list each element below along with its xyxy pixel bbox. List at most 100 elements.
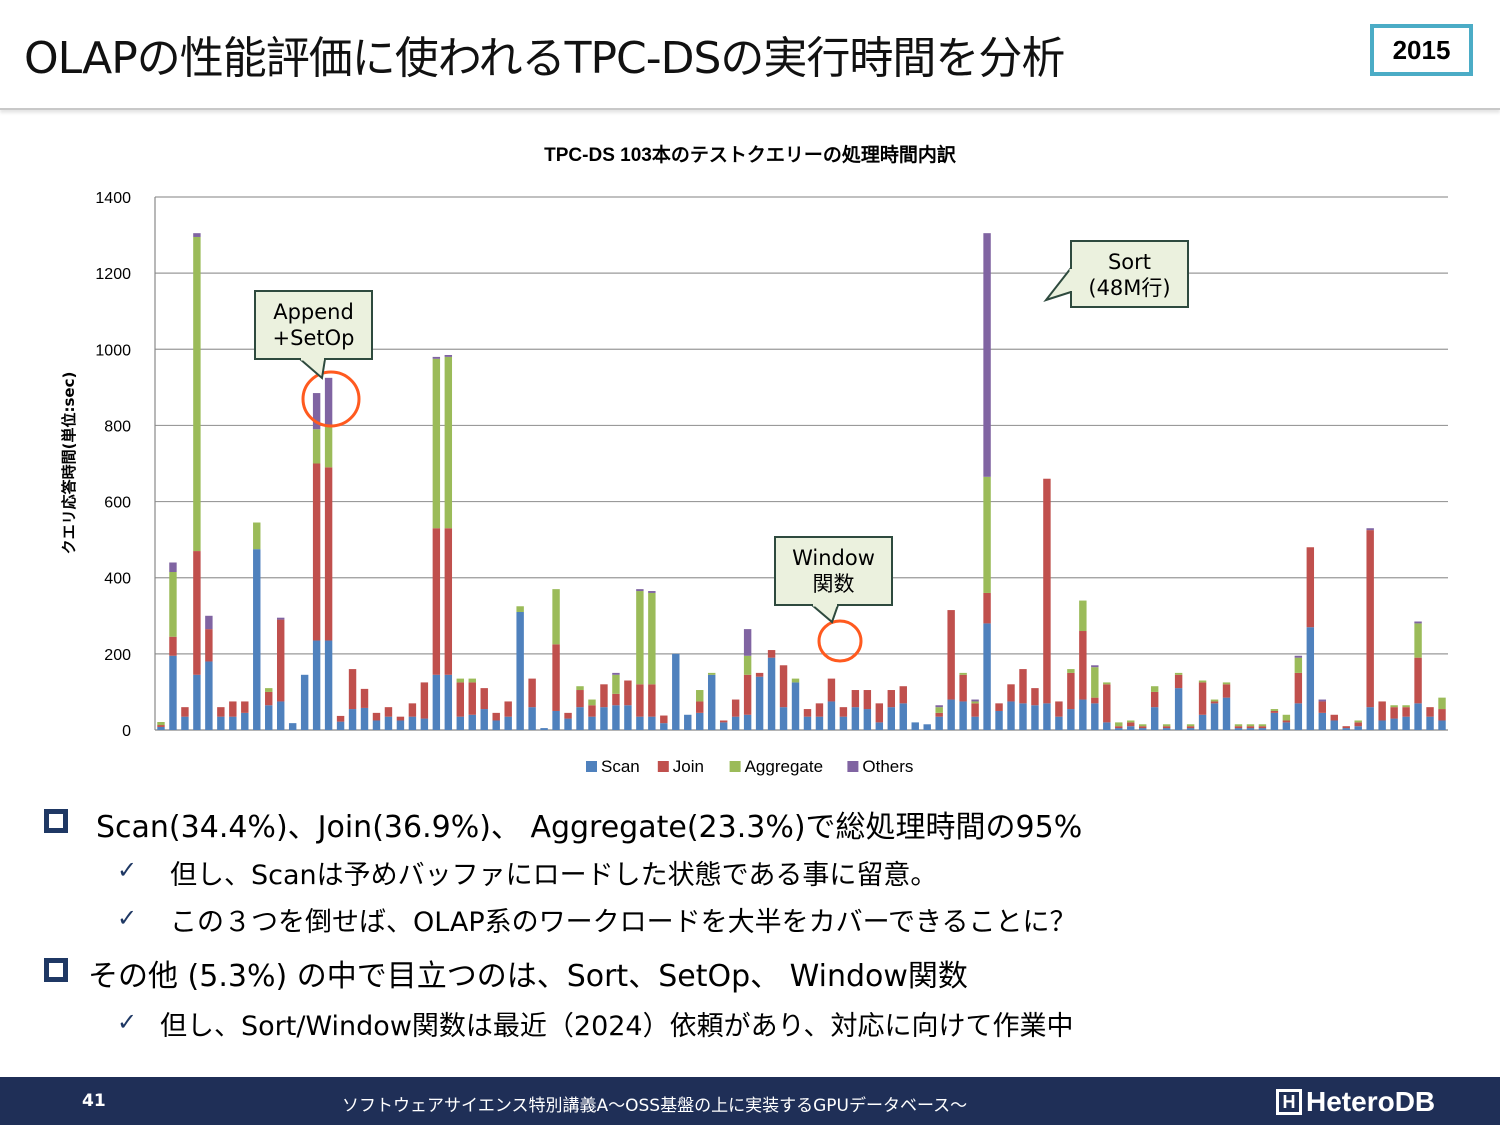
y-tick-label: 1000 xyxy=(95,342,131,359)
bar-aggregate-15 xyxy=(324,425,333,468)
bar-scan-7 xyxy=(229,716,237,730)
bar-scan-36 xyxy=(576,707,584,730)
bar-aggregate-106 xyxy=(1414,623,1422,658)
bar-scan-47 xyxy=(707,674,716,730)
bar-scan-69 xyxy=(971,716,979,730)
slide-header: OLAPの性能評価に使われるTPC-DSの実行時間を分析 2015 xyxy=(0,0,1500,110)
bar-aggregate-101 xyxy=(1354,720,1362,723)
bar-join-77 xyxy=(1067,672,1075,710)
bar-join-101 xyxy=(1354,722,1362,727)
heterodb-logo: H HeteroDB xyxy=(1276,1086,1435,1118)
bar-scan-108 xyxy=(1438,720,1446,730)
bar-join-1 xyxy=(157,725,165,727)
bar-scan-66 xyxy=(935,716,943,730)
bar-scan-41 xyxy=(636,716,644,730)
callout-box xyxy=(1070,240,1189,308)
legend-swatch-join xyxy=(657,761,669,772)
bar-aggregate-94 xyxy=(1270,709,1279,711)
year-badge: 2015 xyxy=(1370,24,1473,76)
bar-scan-28 xyxy=(480,709,488,730)
callout-label: Window 関数 xyxy=(792,546,875,596)
bar-others-39 xyxy=(612,672,620,675)
callout-pointer xyxy=(809,604,840,624)
bar-aggregate-108 xyxy=(1438,697,1446,710)
bar-join-50 xyxy=(743,674,752,715)
bar-scan-21 xyxy=(396,720,405,730)
bar-join-58 xyxy=(839,707,848,717)
bar-join-25 xyxy=(444,528,453,675)
bar-scan-54 xyxy=(791,682,800,730)
bar-others-79 xyxy=(1091,665,1099,668)
bar-join-92 xyxy=(1246,726,1255,729)
bar-scan-74 xyxy=(1031,705,1039,730)
bar-join-106 xyxy=(1414,657,1422,704)
bar-join-63 xyxy=(899,686,907,704)
bar-join-34 xyxy=(552,644,560,711)
bar-others-24 xyxy=(432,356,441,359)
bar-join-30 xyxy=(504,701,512,717)
logo-mark-icon: H xyxy=(1276,1089,1302,1115)
bar-join-28 xyxy=(480,688,488,710)
legend-label: Scan xyxy=(601,757,640,776)
bar-aggregate-70 xyxy=(983,476,991,593)
bar-aggregate-25 xyxy=(444,356,453,529)
bar-aggregate-104 xyxy=(1390,705,1398,708)
bar-scan-14 xyxy=(312,640,321,730)
bar-join-86 xyxy=(1174,674,1183,689)
bar-scan-20 xyxy=(384,716,393,730)
bar-aggregate-54 xyxy=(791,678,800,683)
bar-join-59 xyxy=(851,690,860,708)
bar-join-89 xyxy=(1210,701,1219,704)
bar-join-48 xyxy=(719,720,728,723)
bar-scan-63 xyxy=(899,703,907,730)
bar-join-98 xyxy=(1318,701,1327,713)
bar-join-42 xyxy=(648,684,656,717)
bar-scan-23 xyxy=(420,718,429,730)
bar-aggregate-79 xyxy=(1091,667,1099,698)
bar-aggregate-27 xyxy=(468,678,476,683)
bar-aggregate-36 xyxy=(576,686,584,691)
bar-join-53 xyxy=(779,665,788,708)
bar-others-14 xyxy=(312,393,321,430)
legend-label: Aggregate xyxy=(745,757,823,776)
bar-scan-12 xyxy=(288,723,297,730)
bar-scan-75 xyxy=(1043,703,1051,730)
bar-scan-90 xyxy=(1222,697,1231,730)
bar-scan-96 xyxy=(1294,703,1303,730)
bar-aggregate-86 xyxy=(1174,672,1183,675)
bar-join-67 xyxy=(947,610,955,700)
bar-join-102 xyxy=(1366,530,1374,708)
bar-scan-26 xyxy=(456,716,465,730)
bar-scan-44 xyxy=(672,653,680,730)
bar-aggregate-81 xyxy=(1115,722,1123,727)
bar-scan-29 xyxy=(492,720,500,730)
bar-scan-89 xyxy=(1210,703,1219,730)
bar-scan-13 xyxy=(300,674,309,730)
bar-aggregate-93 xyxy=(1258,724,1267,727)
bar-scan-85 xyxy=(1162,728,1171,730)
bar-others-98 xyxy=(1318,699,1327,702)
bar-others-102 xyxy=(1366,528,1374,531)
bar-join-26 xyxy=(456,682,465,717)
y-tick-label: 600 xyxy=(104,495,131,512)
bar-others-41 xyxy=(636,589,644,592)
bar-others-25 xyxy=(444,354,453,357)
bar-join-37 xyxy=(588,705,596,717)
bar-aggregate-90 xyxy=(1222,682,1231,685)
bar-scan-106 xyxy=(1414,703,1422,730)
bar-join-3 xyxy=(181,707,189,717)
bar-scan-59 xyxy=(851,707,860,730)
bar-scan-84 xyxy=(1150,707,1159,730)
bar-scan-98 xyxy=(1318,712,1327,730)
bar-aggregate-14 xyxy=(312,429,321,464)
bar-join-2 xyxy=(169,636,177,656)
bar-join-21 xyxy=(396,716,405,721)
bar-join-75 xyxy=(1043,478,1051,704)
bar-scan-62 xyxy=(887,707,896,730)
bar-scan-94 xyxy=(1270,712,1279,730)
bar-aggregate-66 xyxy=(935,707,943,713)
bar-join-76 xyxy=(1055,701,1063,717)
bar-scan-11 xyxy=(276,701,285,730)
bar-scan-82 xyxy=(1127,726,1135,730)
